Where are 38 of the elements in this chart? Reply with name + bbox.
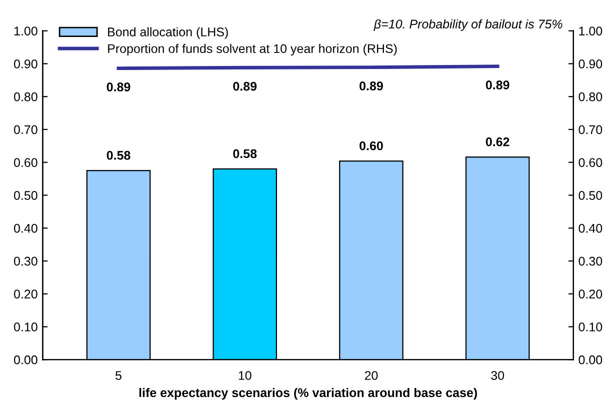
annotation: β=10. Probability of bailout is 75%	[374, 19, 562, 31]
x-tick-label: 5	[116, 371, 122, 380]
legend-label: Proportion of funds solvent at 10 year horizon (RHS)	[108, 44, 397, 56]
y-tick-label: 0.40	[14, 224, 38, 233]
y2-tick-label: 0.10	[578, 322, 602, 332]
y-tick-label: 0.10	[14, 322, 38, 332]
y2-tick-label: 0.60	[578, 158, 602, 167]
data-label: 0.89	[360, 82, 383, 90]
y-tick-label: 0.80	[14, 92, 38, 102]
y-tick-label: 0.00	[14, 355, 38, 364]
y2-tick-label: 1.00	[579, 26, 602, 36]
data-label: 0.89	[233, 82, 257, 91]
y2-tick-label: 0.50	[578, 191, 602, 200]
data-label: 0.60	[360, 141, 383, 150]
data-label: 0.62	[486, 137, 510, 146]
x-axis-title: life expectancy scenarios (% variation around base case)	[139, 388, 477, 400]
y-tick-label: 1.00	[14, 26, 38, 36]
y-tick-label: 0.70	[14, 125, 38, 134]
y2-tick-label: 0.90	[578, 60, 602, 68]
y2-tick-label: 0.00	[578, 355, 602, 364]
y-tick-label: 0.60	[14, 158, 38, 167]
data-label: 0.89	[486, 80, 510, 90]
y-tick-label: 0.30	[14, 256, 38, 266]
data-label: 0.58	[106, 150, 130, 160]
y-tick-label: 0.90	[14, 60, 38, 68]
x-tick-label: 20	[364, 371, 378, 380]
y2-tick-label: 0.70	[578, 125, 602, 134]
data-label: 0.89	[106, 82, 130, 92]
y2-tick-label: 0.40	[578, 224, 602, 233]
x-tick-label: 10	[238, 371, 252, 380]
x-tick-label: 30	[491, 371, 504, 380]
y-tick-label: 0.50	[14, 191, 38, 200]
y2-tick-label: 0.30	[578, 256, 602, 266]
y2-tick-label: 0.20	[578, 290, 602, 299]
y-tick-label: 0.20	[14, 290, 38, 299]
data-label: 0.58	[233, 149, 257, 158]
y2-tick-label: 0.80	[578, 92, 602, 102]
legend-label: Bond allocation (LHS)	[108, 27, 228, 39]
